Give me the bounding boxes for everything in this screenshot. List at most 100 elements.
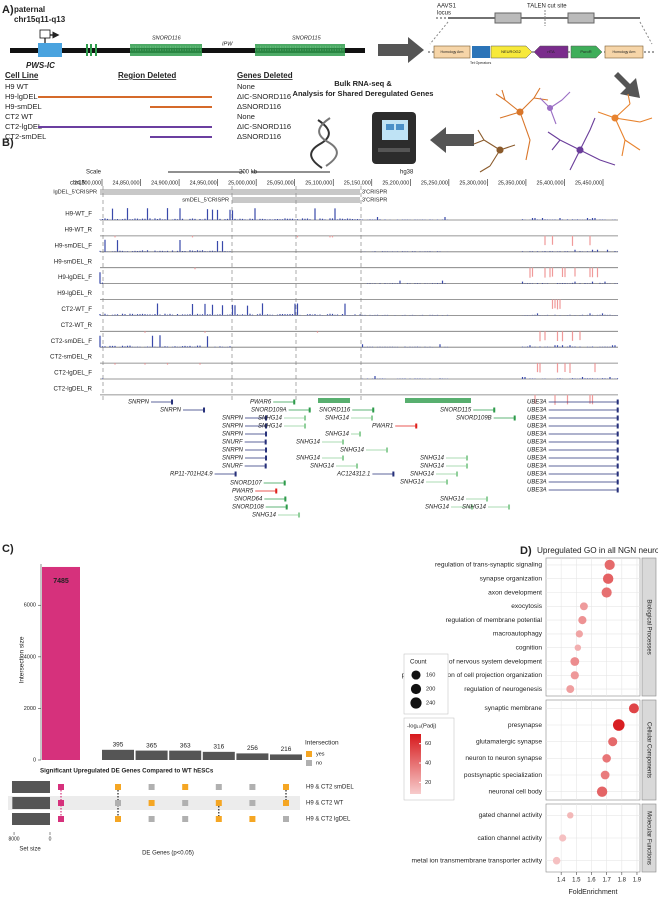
matrix-dot bbox=[115, 816, 121, 822]
track-name: H9-smDEL_R bbox=[54, 258, 93, 265]
matrix-dot bbox=[249, 784, 256, 790]
panel-label: D) bbox=[520, 545, 532, 557]
legend-label: 240 bbox=[426, 700, 435, 706]
neurons bbox=[473, 87, 653, 173]
exon bbox=[446, 479, 449, 485]
crispr-label: 3'CRISPR bbox=[362, 189, 387, 195]
coord-label: 25,000,000 bbox=[228, 180, 255, 186]
set-label: H9 & CT2 smDEL bbox=[306, 785, 354, 791]
set-size-bar bbox=[12, 813, 51, 825]
crispr-label: smDEL_5'CRISPR bbox=[182, 197, 229, 203]
value-label: 7485 bbox=[53, 578, 69, 585]
coord-label: 25,400,000 bbox=[536, 180, 563, 186]
facet-label: Cellular Components bbox=[645, 722, 651, 778]
gene-label: UBE3A bbox=[527, 440, 547, 446]
genes-deleted: ΔSNORD116 bbox=[237, 132, 281, 141]
bar bbox=[42, 566, 80, 760]
exon bbox=[616, 407, 619, 413]
gene-label: SNHG14 bbox=[400, 480, 425, 486]
exon bbox=[616, 447, 619, 453]
gene-label: SNHG14 bbox=[252, 513, 277, 519]
exon bbox=[493, 407, 496, 413]
y-tick-label: postsynaptic specialization bbox=[464, 772, 542, 779]
y-tick-label: 6000 bbox=[24, 603, 36, 609]
gene-clusters bbox=[318, 398, 471, 403]
matrix-dot bbox=[115, 800, 121, 806]
exon bbox=[308, 407, 311, 413]
coord-label: 24,800,000 bbox=[74, 180, 101, 186]
matrix-dot bbox=[148, 816, 155, 822]
legend-label: 160 bbox=[426, 672, 435, 678]
matrix-dot bbox=[215, 800, 222, 806]
axis-title: Intersection size bbox=[19, 636, 26, 683]
x-tick-label: 1.8 bbox=[618, 878, 627, 884]
exon bbox=[264, 439, 267, 445]
legend-title: Count bbox=[410, 659, 427, 666]
legend-label: 20 bbox=[425, 780, 431, 786]
value-label: 256 bbox=[247, 745, 258, 752]
gene-label: SNORD115 bbox=[292, 35, 322, 41]
gene-label: SNORD109A bbox=[251, 408, 287, 414]
set-label: H9 & CT2 WT bbox=[306, 801, 344, 807]
x-tick-label: 1.7 bbox=[602, 878, 611, 884]
cell-line: CT2 WT bbox=[5, 112, 33, 121]
exon bbox=[616, 399, 619, 405]
exon bbox=[342, 439, 345, 445]
coord-label: 25,350,000 bbox=[498, 180, 525, 186]
gene-label: SNORD116 bbox=[152, 35, 182, 41]
gene-label: SNHG14 bbox=[310, 464, 335, 470]
gene-label: SNORD109B bbox=[456, 416, 492, 422]
matrix-dot bbox=[283, 816, 289, 822]
gene-label: UBE3A bbox=[527, 408, 547, 414]
exon bbox=[356, 463, 359, 469]
matrix-dot bbox=[182, 800, 189, 806]
genes-deleted: ΔSNORD116 bbox=[237, 102, 281, 111]
bar bbox=[169, 750, 202, 760]
value-label: 216 bbox=[281, 746, 292, 753]
exon bbox=[265, 431, 268, 437]
exon bbox=[456, 471, 459, 477]
dot bbox=[608, 737, 618, 747]
set-size-bar bbox=[11, 781, 51, 793]
bar bbox=[236, 753, 269, 760]
gene-label: SNRPN bbox=[222, 424, 244, 430]
construct-part: Homology Arm bbox=[613, 50, 636, 54]
coverage bbox=[194, 267, 599, 278]
exon bbox=[342, 455, 345, 461]
gene-label: SNURF bbox=[222, 440, 243, 446]
track-name: CT2-WT_R bbox=[61, 322, 93, 329]
dot bbox=[602, 573, 614, 584]
colorbar bbox=[410, 734, 421, 794]
locus-title: chr15q11-q13 bbox=[14, 15, 66, 24]
exon bbox=[298, 512, 301, 518]
y-tick-label: neuronal cell body bbox=[488, 788, 542, 795]
crispr-label: 3'CRISPR bbox=[362, 197, 387, 203]
facet-label: Molecular Functions bbox=[645, 811, 651, 865]
gene-label: UBE3A bbox=[527, 456, 547, 462]
exon bbox=[508, 504, 511, 510]
bar bbox=[202, 751, 235, 760]
value-label: 363 bbox=[180, 742, 191, 749]
gene-label: SNORD115 bbox=[440, 408, 472, 414]
matrix-dot bbox=[249, 800, 256, 806]
set-label: H9 & CT2 lgDEL bbox=[306, 817, 351, 823]
dot bbox=[604, 559, 615, 570]
bar bbox=[135, 750, 168, 760]
coverage bbox=[551, 299, 561, 310]
y-tick-label: positive regulation of cell projection o… bbox=[402, 672, 543, 679]
gene-label: SNHG14 bbox=[340, 448, 365, 454]
exon bbox=[616, 423, 619, 429]
dot bbox=[600, 770, 610, 780]
subtitle: Significant Upregulated DE Genes Compare… bbox=[40, 768, 214, 775]
exon bbox=[203, 407, 206, 413]
coverage bbox=[114, 363, 596, 373]
panel-bg bbox=[545, 699, 641, 801]
coord-label: 24,850,000 bbox=[113, 180, 140, 186]
legend-label: yes bbox=[316, 751, 325, 757]
gene-label: SNHG14 bbox=[258, 424, 283, 430]
genes-deleted: ΔIC-SNORD116 bbox=[237, 122, 291, 131]
legend-dot bbox=[411, 670, 421, 680]
matrix-dot bbox=[182, 784, 189, 790]
legend-label: 40 bbox=[425, 761, 431, 767]
bar bbox=[270, 754, 302, 760]
